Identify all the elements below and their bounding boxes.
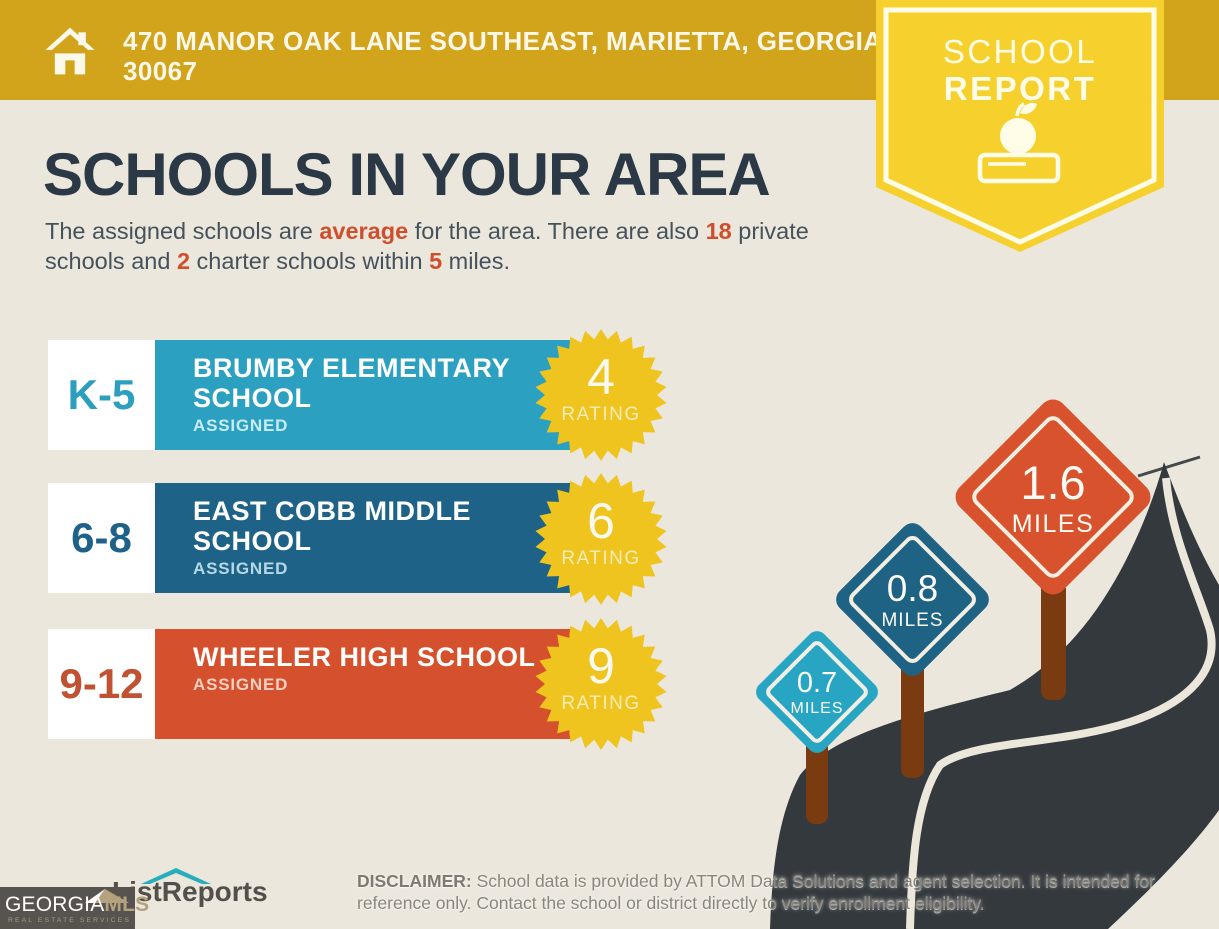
- sign-distance-value: 1.6: [1020, 456, 1086, 509]
- address-line-1: 470 MANOR OAK LANE SOUTHEAST, MARIETTA, …: [123, 26, 883, 56]
- intro-text: The assigned schools are average for the…: [45, 216, 860, 276]
- intro-highlight: average: [319, 218, 409, 244]
- sign-post: [901, 652, 924, 778]
- badge-inner-border: [883, 7, 1157, 245]
- road-surface: [770, 462, 1219, 929]
- sign-distance-value: 0.7: [796, 666, 838, 699]
- listreports-logo-text: ListReports: [112, 876, 268, 907]
- property-address: 470 MANOR OAK LANE SOUTHEAST, MARIETTA, …: [123, 26, 882, 86]
- sign-post: [1041, 588, 1066, 700]
- intro-segment: private schools and: [45, 218, 809, 274]
- starburst-icon: [535, 473, 667, 605]
- grade-range-box: K-5: [48, 340, 155, 450]
- grade-range: 9-12: [59, 660, 144, 707]
- rating-value: 9: [587, 638, 615, 694]
- school-bar: WHEELER HIGH SCHOOL ASSIGNED: [155, 629, 571, 739]
- school-row-middle: 6-8 EAST COBB MIDDLE SCHOOL ASSIGNED 6 R…: [48, 473, 703, 605]
- rating-starburst: 6 RATING: [534, 472, 668, 606]
- page-title: SCHOOLS IN YOUR AREA: [43, 141, 771, 208]
- school-name: WHEELER HIGH SCHOOL: [193, 642, 536, 672]
- sign-distance-value: 0.8: [886, 567, 939, 609]
- school-bar: EAST COBB MIDDLE SCHOOL ASSIGNED: [155, 483, 571, 593]
- school-row-high: 9-12 WHEELER HIGH SCHOOL ASSIGNED 9 RATI…: [48, 618, 703, 750]
- sign-distance-unit: MILES: [790, 699, 844, 717]
- school-name: EAST COBB MIDDLE SCHOOL: [193, 496, 471, 556]
- badge-title-school: SCHOOL: [942, 33, 1098, 70]
- school-report-badge: [876, 0, 1164, 252]
- rating-value: 4: [587, 349, 615, 405]
- school-status: ASSIGNED: [193, 416, 289, 435]
- sign-post: [806, 740, 828, 824]
- grade-range-box: 6-8: [48, 483, 155, 593]
- intro-segment: for the area. There are also: [408, 218, 706, 244]
- listreports-roof-icon: [141, 868, 211, 884]
- georgiamls-subline: REAL ESTATE SERVICES: [8, 917, 131, 924]
- intro-highlight: 5: [429, 248, 443, 274]
- rating-starburst: 4 RATING: [534, 328, 668, 462]
- georgiamls-logo: GEORGIAMLS REAL ESTATE SERVICES: [0, 887, 149, 929]
- rating-label: RATING: [561, 404, 641, 425]
- intro-segment: miles.: [442, 248, 511, 274]
- georgiamls-mountain-icon: [85, 889, 129, 903]
- grade-range-box: 9-12: [48, 629, 155, 739]
- intro-highlight: 18: [705, 218, 732, 244]
- road-center-line: [906, 477, 1216, 929]
- georgiamls-word-mls: MLS: [104, 893, 150, 916]
- road-horizon-line: [1137, 455, 1201, 478]
- distance-sign-1.6-miles: 1.6 MILES: [949, 393, 1157, 601]
- school-status: ASSIGNED: [193, 675, 289, 694]
- school-row-elementary: K-5 BRUMBY ELEMENTARY SCHOOL ASSIGNED 4 …: [48, 329, 703, 461]
- grade-range: 6-8: [71, 514, 132, 561]
- apple-on-book-icon: [977, 102, 1061, 184]
- starburst-icon: [535, 618, 667, 750]
- badge-title-report: REPORT: [943, 70, 1097, 107]
- starburst-icon: [535, 329, 667, 461]
- distance-sign-0.7-miles: 0.7 MILES: [751, 626, 883, 758]
- georgiamls-word-georgia: GEORGIA: [5, 893, 105, 916]
- intro-highlight: 2: [176, 248, 191, 274]
- rating-starburst: 9 RATING: [534, 617, 668, 751]
- distance-sign-0.8-miles: 0.8 MILES: [831, 518, 994, 681]
- disclaimer-text: School data is provided by ATTOM Data So…: [357, 871, 1155, 913]
- intro-segment: The assigned schools are: [45, 218, 320, 244]
- rating-label: RATING: [561, 548, 641, 569]
- school-name: BRUMBY ELEMENTARY SCHOOL: [193, 353, 510, 413]
- home-icon: [45, 27, 95, 75]
- school-bar: BRUMBY ELEMENTARY SCHOOL ASSIGNED: [155, 340, 571, 450]
- rating-label: RATING: [561, 693, 641, 714]
- disclaimer-label: DISCLAIMER:: [357, 871, 472, 891]
- intro-segment: charter schools within: [190, 248, 430, 274]
- rating-value: 6: [587, 493, 615, 549]
- georgiamls-wordmark: GEORGIAMLS: [5, 893, 149, 917]
- address-line-2: 30067: [123, 56, 198, 86]
- sign-distance-unit: MILES: [1011, 510, 1095, 538]
- school-status: ASSIGNED: [193, 559, 289, 578]
- disclaimer: DISCLAIMER: School data is provided by A…: [357, 871, 1157, 914]
- sign-distance-unit: MILES: [881, 609, 944, 631]
- grade-range: K-5: [67, 371, 136, 418]
